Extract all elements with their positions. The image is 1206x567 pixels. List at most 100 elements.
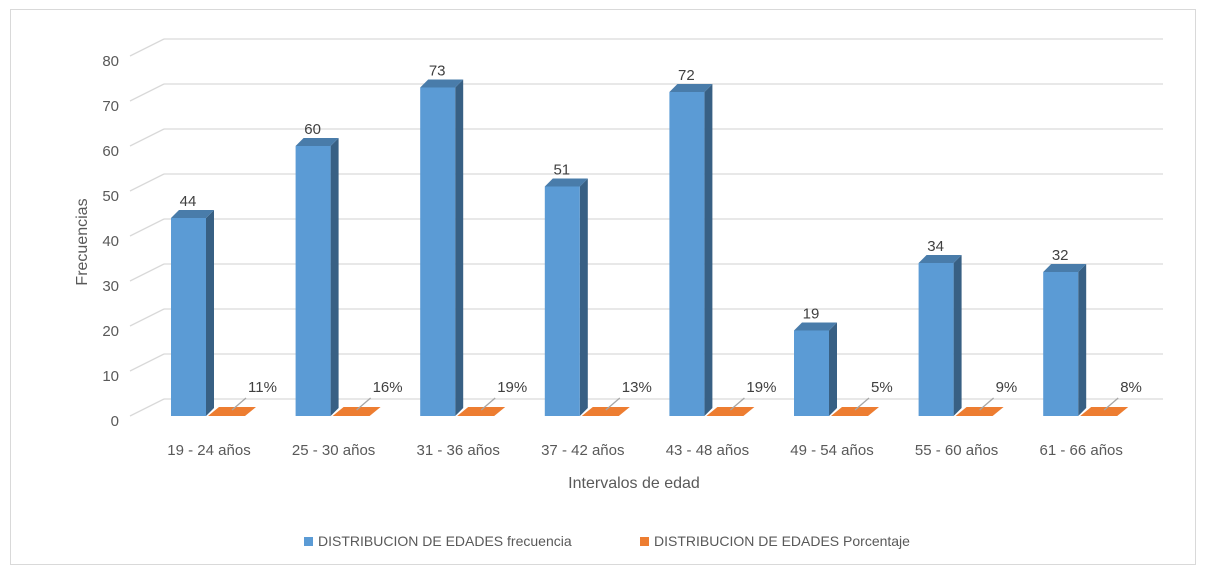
- data-label-porcentaje: 16%: [373, 379, 403, 396]
- bar-frecuencia: [1043, 264, 1087, 416]
- gridlines: [129, 38, 1163, 417]
- bar-porcentaje: [831, 407, 879, 416]
- leader-line: [979, 397, 995, 411]
- gridline-side: [129, 218, 165, 237]
- data-label-frecuencia: 44: [180, 193, 197, 210]
- bar-frecuencia-side: [579, 178, 588, 416]
- gridline-side: [129, 398, 165, 417]
- x-axis-title: Intervalos de edad: [568, 475, 700, 492]
- y-axis-title: Frecuencias: [74, 198, 91, 285]
- data-label-porcentaje: 11%: [248, 379, 277, 396]
- gridline-side: [129, 128, 165, 147]
- data-label-porcentaje: 13%: [622, 379, 652, 396]
- x-tick-label: 25 - 30 años: [292, 442, 375, 459]
- bar-porcentaje: [332, 407, 381, 416]
- data-label-frecuencia: 73: [429, 63, 446, 80]
- bar-frecuencia: [295, 138, 339, 416]
- bar-porcentaje: [1080, 407, 1129, 416]
- bar-frecuencia-top: [918, 255, 962, 263]
- chart-frame: [10, 9, 1196, 565]
- leader-line: [729, 397, 745, 411]
- bar-frecuencia-front: [918, 263, 954, 416]
- bar-frecuencia-front: [1043, 272, 1079, 416]
- bar-frecuencia-front: [544, 186, 580, 416]
- bar-frecuencia-side: [704, 84, 713, 416]
- y-tick-label: 70: [102, 98, 119, 115]
- bar-frecuencia-side: [330, 138, 339, 416]
- data-label-porcentaje: 5%: [871, 379, 893, 396]
- data-label-frecuencia: 51: [553, 162, 570, 179]
- legend-swatch-porcentaje: [640, 537, 649, 546]
- y-tick-label: 40: [102, 233, 119, 250]
- legend-label-frecuencia: DISTRIBUCION DE EDADES frecuencia: [318, 533, 572, 549]
- bar-frecuencia-top: [794, 322, 837, 331]
- bar-porcentaje: [581, 407, 630, 416]
- leader-line: [356, 397, 372, 411]
- data-label-porcentaje: 9%: [996, 379, 1018, 396]
- bar-frecuencia-front: [420, 87, 456, 416]
- bar-frecuencia: [171, 210, 214, 416]
- gridline-side: [129, 353, 165, 372]
- x-tick-label: 55 - 60 años: [915, 442, 998, 459]
- y-tick-label: 50: [102, 188, 119, 205]
- x-tick-label: 43 - 48 años: [666, 442, 749, 459]
- y-tick-label: 60: [102, 143, 119, 160]
- bar-frecuencia-side: [829, 322, 837, 416]
- bar-frecuencia-top: [544, 178, 588, 187]
- y-tick-label: 20: [102, 323, 119, 340]
- x-tick-label: 19 - 24 años: [167, 442, 250, 459]
- legend: DISTRIBUCION DE EDADES frecuencia DISTRI…: [304, 533, 910, 549]
- leader-line: [854, 397, 870, 411]
- gridline-side: [129, 308, 165, 327]
- leader-line: [480, 397, 496, 411]
- bar-frecuencia-top: [420, 79, 464, 88]
- legend-swatch-frecuencia: [304, 537, 313, 546]
- bar-frecuencia-side: [455, 79, 464, 416]
- leader-line: [1103, 397, 1119, 411]
- bar-frecuencia-side: [206, 210, 214, 416]
- gridline-side: [129, 173, 165, 192]
- bar-frecuencia: [420, 79, 464, 416]
- y-tick-label: 0: [111, 413, 119, 430]
- data-label-porcentaje: 19%: [746, 379, 776, 396]
- bar-frecuencia-top: [669, 84, 713, 92]
- x-tick-label: 49 - 54 años: [790, 442, 873, 459]
- x-axis-ticks: 19 - 24 años 25 - 30 años 31 - 36 años 37 -…: [167, 442, 1123, 459]
- y-tick-label: 80: [102, 53, 119, 70]
- x-tick-label: 61 - 66 años: [1039, 442, 1122, 459]
- data-label-frecuencia: 19: [803, 306, 820, 323]
- bar-frecuencia: [669, 84, 713, 416]
- gridline-side: [129, 38, 165, 57]
- leader-line: [605, 397, 621, 411]
- gridline-side: [129, 263, 165, 282]
- bar-frecuencia-top: [295, 138, 339, 146]
- bar-porcentaje: [457, 407, 506, 416]
- bar-porcentaje: [208, 407, 256, 416]
- bar-frecuencia-top: [171, 210, 214, 218]
- legend-label-porcentaje: DISTRIBUCION DE EDADES Porcentaje: [654, 533, 910, 549]
- y-axis-ticks: 0 10 20 30 40 50 60 70 80: [102, 53, 119, 430]
- leader-line: [231, 397, 247, 411]
- y-tick-label: 30: [102, 278, 119, 295]
- data-label-porcentaje: 8%: [1120, 379, 1142, 396]
- bar-frecuencia-side: [953, 255, 962, 416]
- bar-frecuencia-top: [1043, 264, 1087, 272]
- bars: 44 11% 60 16% 73 19% 51 13% 72 19% 19 5% 34 9% 32 8%: [171, 63, 1142, 416]
- bar-frecuencia-front: [669, 92, 705, 416]
- y-tick-label: 10: [102, 368, 119, 385]
- x-tick-label: 31 - 36 años: [416, 442, 499, 459]
- data-label-porcentaje: 19%: [497, 379, 527, 396]
- gridline-side: [129, 83, 165, 102]
- data-label-frecuencia: 32: [1052, 247, 1069, 264]
- bar-frecuencia: [794, 322, 837, 416]
- x-tick-label: 37 - 42 años: [541, 442, 624, 459]
- bar-frecuencia: [544, 178, 588, 416]
- bar-porcentaje: [706, 407, 755, 416]
- bar-frecuencia-front: [295, 146, 331, 416]
- data-label-frecuencia: 72: [678, 67, 695, 84]
- bar-frecuencia-front: [171, 218, 206, 416]
- bar-frecuencia-front: [794, 330, 829, 416]
- data-label-frecuencia: 34: [927, 238, 944, 255]
- bar-porcentaje: [955, 407, 1004, 416]
